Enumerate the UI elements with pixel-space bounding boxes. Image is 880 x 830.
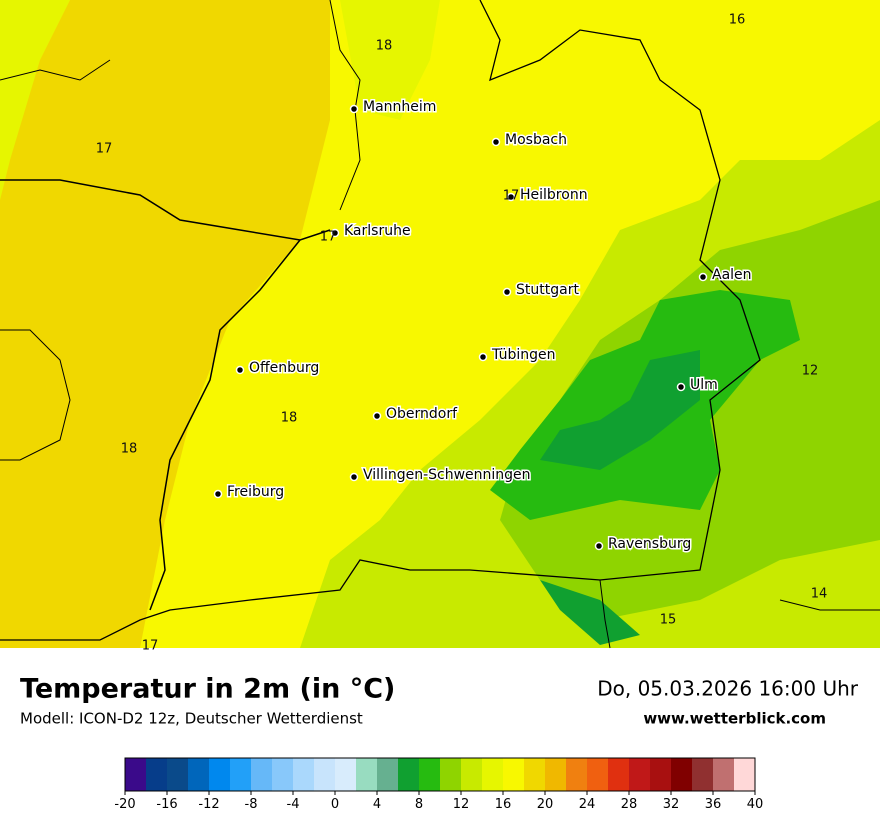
colorbar-tick-label: 0 <box>331 797 339 812</box>
contour-label: 18 <box>376 39 393 54</box>
city-dot <box>349 472 359 482</box>
title: Temperatur in 2m (in °C) <box>20 674 395 705</box>
city-dot <box>478 352 488 362</box>
city-dot <box>676 382 686 392</box>
warm-region <box>0 0 330 648</box>
city-dot <box>491 137 501 147</box>
colorbar-swatch <box>671 758 692 791</box>
colorbar-swatch <box>587 758 608 791</box>
contour-label: 12 <box>802 364 819 379</box>
colorbar-tick-label: 8 <box>415 797 423 812</box>
colorbar-swatch <box>524 758 545 791</box>
city-label: Mosbach <box>505 132 567 148</box>
colorbar-tick-label: 36 <box>705 797 722 812</box>
colorbar-swatch <box>650 758 671 791</box>
city-label: Freiburg <box>227 484 284 500</box>
colorbar-swatch <box>167 758 188 791</box>
colorbar-swatch <box>545 758 566 791</box>
colorbar-swatch <box>608 758 629 791</box>
colorbar-swatch <box>230 758 251 791</box>
colorbar-swatch <box>461 758 482 791</box>
colorbar-frame <box>124 757 756 792</box>
contour-label: 15 <box>660 613 677 628</box>
city-label: Ravensburg <box>608 536 691 552</box>
city-label: Oberndorf <box>386 406 458 422</box>
contour-label: 17 <box>320 230 337 245</box>
city-dot <box>349 104 359 114</box>
colorbar-tick-label: -8 <box>245 797 258 812</box>
city-dot <box>506 192 516 202</box>
colorbar-tick-label: 40 <box>747 797 764 812</box>
colorbar-swatch <box>335 758 356 791</box>
colorbar-tick-label: -20 <box>114 797 135 812</box>
city-label: Tübingen <box>491 347 556 363</box>
colorbar-tick-label: 20 <box>537 797 554 812</box>
website: www.wetterblick.com <box>643 710 826 728</box>
border <box>0 0 880 649</box>
city-dot <box>330 228 340 238</box>
colorbar-tick-label: -12 <box>198 797 219 812</box>
city-dot <box>698 272 708 282</box>
contour-label: 17 <box>503 189 520 204</box>
city-dot <box>213 489 223 499</box>
contour-label: 16 <box>729 13 746 28</box>
coldest-region <box>540 350 700 645</box>
colorbar-swatch <box>272 758 293 791</box>
contour-label: 14 <box>811 587 828 602</box>
contour-label: 18 <box>121 442 138 457</box>
subtitle: Modell: ICON-D2 12z, Deutscher Wetterdie… <box>20 710 363 728</box>
colorbar-swatch <box>629 758 650 791</box>
colorbar-swatch <box>125 758 146 791</box>
contour-label: 17 <box>96 142 113 157</box>
colorbar-swatch <box>209 758 230 791</box>
colorbar-swatch <box>692 758 713 791</box>
colorbar-swatch <box>314 758 335 791</box>
city-label: Aalen <box>712 267 752 283</box>
border <box>0 0 761 641</box>
colorbar-swatch <box>356 758 377 791</box>
colorbar-swatch <box>398 758 419 791</box>
city-label: Karlsruhe <box>344 223 411 239</box>
colorbar-tick-label: 32 <box>663 797 680 812</box>
city-dot <box>502 287 512 297</box>
map-labels: Mannheim Mosbach Heilbronn Karlsruhe Aalen St… <box>96 13 828 654</box>
colorbar-tick-label: 12 <box>453 797 470 812</box>
mild-region <box>0 0 440 200</box>
colorbar: -20 -16 -12 -8 -4 0 4 8 12 16 20 24 28 32 36 40 <box>114 757 764 812</box>
city-dot <box>372 411 382 421</box>
city-dot <box>594 541 604 551</box>
contour-label: 17 <box>142 639 159 654</box>
colorbar-swatch <box>146 758 167 791</box>
contour-label: 18 <box>281 411 298 426</box>
city-label: Ulm <box>690 377 718 393</box>
map <box>0 0 880 649</box>
datetime: Do, 05.03.2026 16:00 Uhr <box>597 677 859 701</box>
city-label: Stuttgart <box>516 282 579 298</box>
colorbar-swatch <box>713 758 734 791</box>
colorbar-tick-label: -4 <box>287 797 300 812</box>
city-label: Heilbronn <box>520 187 588 203</box>
city-dot <box>235 365 245 375</box>
colorbar-tick-label: 4 <box>373 797 381 812</box>
colorbar-swatch <box>566 758 587 791</box>
city-label: Offenburg <box>249 360 319 376</box>
colorbar-tick-label: -16 <box>156 797 177 812</box>
border <box>0 179 331 611</box>
colorbar-swatch <box>482 758 503 791</box>
city-label: Mannheim <box>363 99 436 115</box>
colorbar-tick-label: 28 <box>621 797 638 812</box>
colorbar-swatch <box>188 758 209 791</box>
colorbar-swatch <box>503 758 524 791</box>
colorbar-swatch <box>440 758 461 791</box>
colorbar-tick-label: 24 <box>579 797 596 812</box>
colorbar-swatch <box>251 758 272 791</box>
colorbar-tick-label: 16 <box>495 797 512 812</box>
colorbar-swatch <box>293 758 314 791</box>
colorbar-swatch <box>377 758 398 791</box>
city-label: Villingen-Schwenningen <box>363 467 531 483</box>
colorbar-swatch <box>419 758 440 791</box>
colorbar-swatch <box>734 758 755 791</box>
